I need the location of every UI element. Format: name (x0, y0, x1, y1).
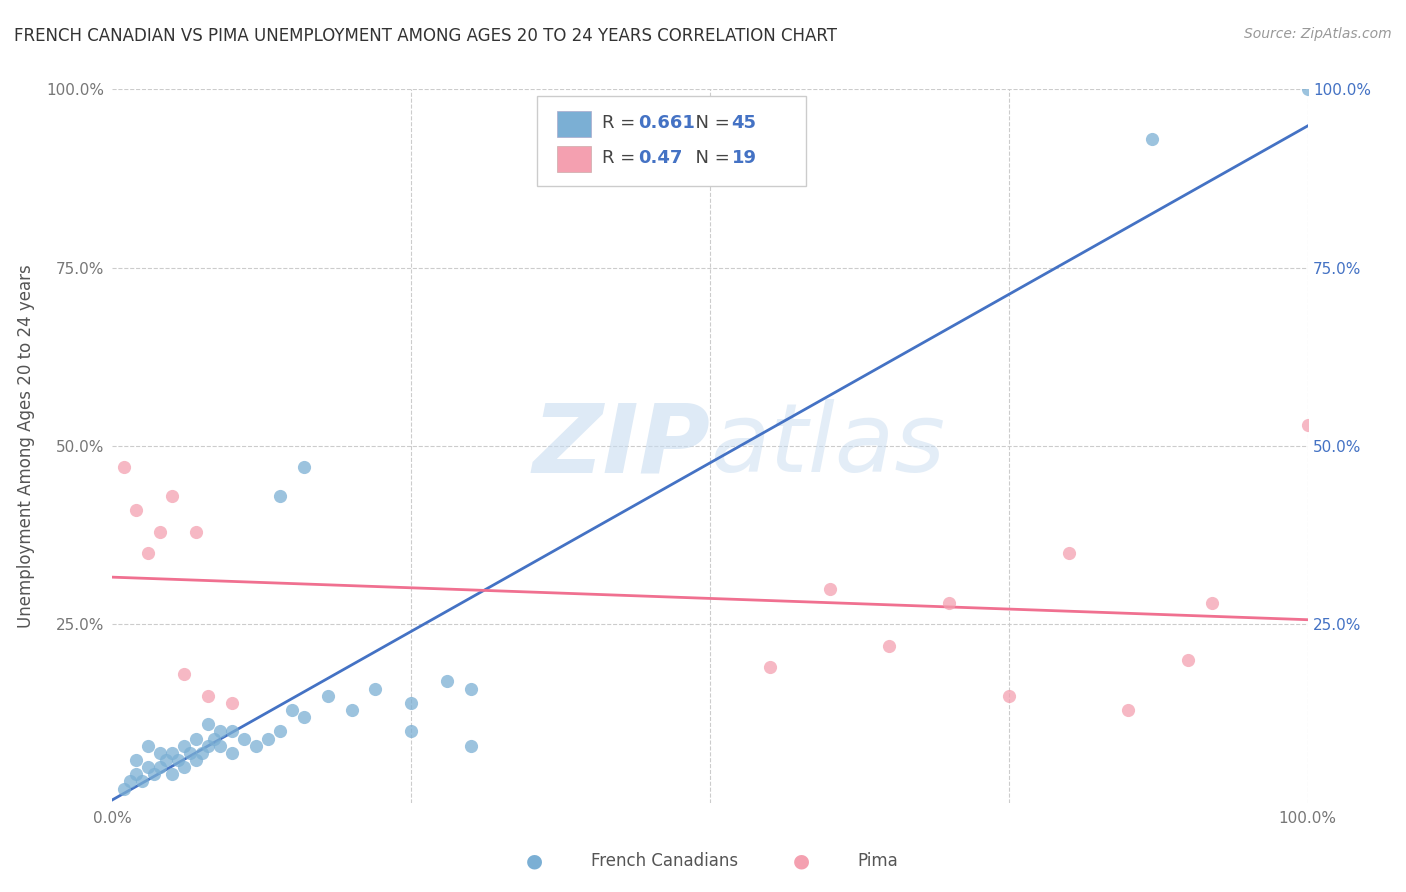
Pima (114, 460, 135, 475)
Pima (162, 489, 183, 503)
French Canadians (316, 689, 339, 703)
Text: 45: 45 (731, 114, 756, 132)
Pima (998, 689, 1021, 703)
French Canadians (401, 696, 423, 710)
French Canadians (162, 746, 183, 760)
Pima (1296, 417, 1319, 432)
French Canadians (202, 731, 225, 746)
Y-axis label: Unemployment Among Ages 20 to 24 years: Unemployment Among Ages 20 to 24 years (17, 264, 35, 628)
French Canadians (120, 774, 142, 789)
French Canadians (186, 753, 208, 767)
French Canadians (138, 760, 160, 774)
Pima (138, 546, 160, 560)
Text: ●: ● (793, 851, 810, 871)
Pima (1201, 596, 1223, 610)
French Canadians (233, 731, 256, 746)
French Canadians (149, 760, 172, 774)
French Canadians (401, 724, 423, 739)
FancyBboxPatch shape (557, 146, 591, 172)
French Canadians (186, 731, 208, 746)
Text: ZIP: ZIP (531, 400, 710, 492)
French Canadians (269, 489, 291, 503)
Pima (938, 596, 960, 610)
French Canadians (269, 724, 291, 739)
Text: 0.661: 0.661 (638, 114, 695, 132)
French Canadians (162, 767, 183, 781)
French Canadians (257, 731, 280, 746)
French Canadians (1142, 132, 1164, 146)
French Canadians (114, 781, 135, 796)
Text: French Canadians: French Canadians (591, 852, 738, 870)
Pima (1177, 653, 1199, 667)
French Canadians (364, 681, 387, 696)
French Canadians (292, 460, 315, 475)
Text: R =: R = (603, 114, 641, 132)
French Canadians (173, 739, 195, 753)
Text: Pima: Pima (858, 852, 898, 870)
French Canadians (191, 746, 214, 760)
French Canadians (155, 753, 177, 767)
Text: 19: 19 (731, 149, 756, 167)
French Canadians (281, 703, 304, 717)
French Canadians (209, 724, 232, 739)
French Canadians (209, 739, 232, 753)
French Canadians (460, 681, 482, 696)
French Canadians (221, 724, 243, 739)
French Canadians (173, 760, 195, 774)
French Canadians (436, 674, 458, 689)
Text: R =: R = (603, 149, 641, 167)
French Canadians (197, 739, 219, 753)
Pima (1118, 703, 1140, 717)
Text: 0.47: 0.47 (638, 149, 683, 167)
Text: ●: ● (526, 851, 543, 871)
French Canadians (179, 746, 201, 760)
French Canadians (292, 710, 315, 724)
French Canadians (138, 739, 160, 753)
Text: N =: N = (683, 114, 735, 132)
FancyBboxPatch shape (557, 112, 591, 136)
French Canadians (125, 767, 148, 781)
French Canadians (197, 717, 219, 731)
French Canadians (149, 746, 172, 760)
Text: FRENCH CANADIAN VS PIMA UNEMPLOYMENT AMONG AGES 20 TO 24 YEARS CORRELATION CHART: FRENCH CANADIAN VS PIMA UNEMPLOYMENT AMO… (14, 27, 837, 45)
Pima (1057, 546, 1080, 560)
French Canadians (131, 774, 153, 789)
Pima (197, 689, 219, 703)
Pima (759, 660, 782, 674)
French Canadians (221, 746, 243, 760)
Text: N =: N = (683, 149, 735, 167)
French Canadians (340, 703, 363, 717)
Pima (879, 639, 901, 653)
FancyBboxPatch shape (537, 96, 806, 186)
Pima (173, 667, 195, 681)
French Canadians (1296, 82, 1319, 96)
French Canadians (167, 753, 190, 767)
Text: Source: ZipAtlas.com: Source: ZipAtlas.com (1244, 27, 1392, 41)
French Canadians (460, 739, 482, 753)
Pima (818, 582, 841, 596)
Pima (125, 503, 148, 517)
French Canadians (143, 767, 166, 781)
Pima (149, 524, 172, 539)
French Canadians (125, 753, 148, 767)
Pima (221, 696, 243, 710)
Text: atlas: atlas (710, 400, 945, 492)
French Canadians (245, 739, 267, 753)
Pima (186, 524, 208, 539)
